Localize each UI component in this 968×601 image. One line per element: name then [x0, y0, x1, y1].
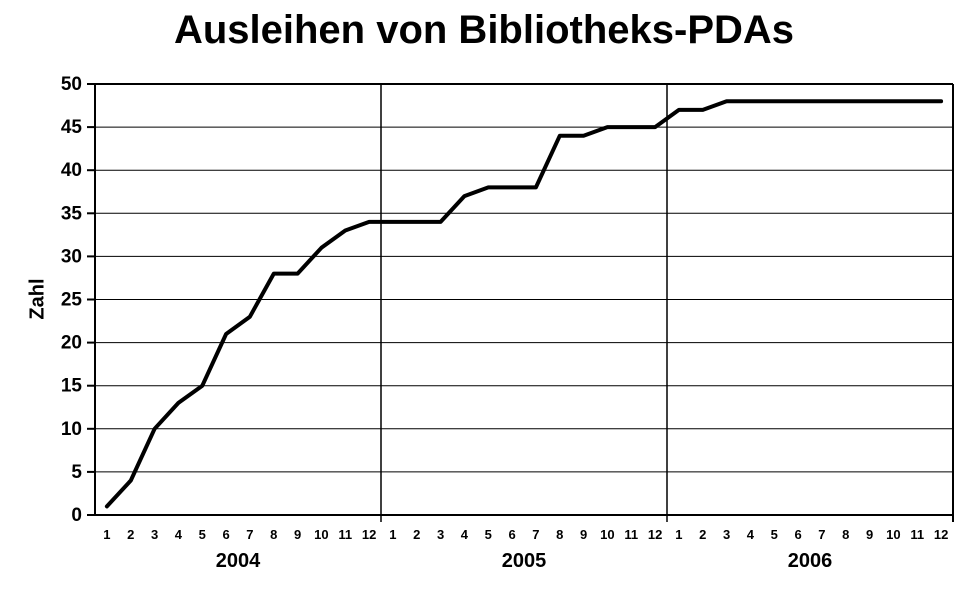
y-tick-label: 45 — [61, 117, 83, 138]
data-line-series — [104, 99, 944, 509]
month-tick-label: 11 — [910, 527, 924, 542]
month-tick-label: 3 — [437, 527, 444, 542]
y-tick-label: 50 — [61, 74, 82, 95]
month-tick-label: 12 — [362, 527, 376, 542]
month-tick-label: 5 — [199, 527, 206, 542]
month-tick-label: 4 — [747, 527, 755, 542]
month-tick-label: 1 — [389, 527, 396, 542]
month-tick-label: 7 — [246, 527, 253, 542]
y-tick-label: 5 — [71, 462, 82, 483]
chart-title: Ausleihen von Bibliotheks-PDAs — [173, 8, 795, 52]
year-label: 2005 — [502, 550, 547, 572]
year-label: 2004 — [216, 550, 261, 572]
month-tick-label: 11 — [338, 527, 352, 542]
month-tick-label: 1 — [103, 527, 110, 542]
month-tick-label: 1 — [675, 527, 682, 542]
month-tick-label: 6 — [794, 527, 801, 542]
month-tick-label: 2 — [127, 527, 134, 542]
month-tick-label: 9 — [294, 527, 301, 542]
y-tick-label: 35 — [61, 203, 83, 224]
month-tick-label: 10 — [886, 527, 900, 542]
month-tick-label: 6 — [508, 527, 515, 542]
month-tick-label: 12 — [648, 527, 662, 542]
month-tick-label: 4 — [461, 527, 469, 542]
month-tick-label: 9 — [580, 527, 587, 542]
y-tick-label: 0 — [71, 505, 82, 526]
y-tick-label: 10 — [61, 419, 82, 440]
month-tick-label: 4 — [175, 527, 183, 542]
month-tick-label: 3 — [151, 527, 158, 542]
month-tick-label: 5 — [771, 527, 778, 542]
month-tick-label: 2 — [413, 527, 420, 542]
y-tick-label: 30 — [61, 246, 82, 267]
month-tick-label: 11 — [624, 527, 638, 542]
month-tick-label: 7 — [532, 527, 539, 542]
month-tick-label: 8 — [842, 527, 849, 542]
y-tick-label: 25 — [61, 290, 83, 311]
year-label: 2006 — [788, 550, 833, 572]
month-tick-label: 10 — [314, 527, 328, 542]
month-tick-label: 12 — [934, 527, 948, 542]
month-tick-label: 8 — [556, 527, 563, 542]
month-tick-label: 8 — [270, 527, 277, 542]
month-tick-label: 3 — [723, 527, 730, 542]
month-tick-label: 10 — [600, 527, 614, 542]
y-tick-label: 40 — [61, 160, 82, 181]
y-tick-label: 20 — [61, 333, 82, 354]
y-tick-label: 15 — [61, 376, 83, 397]
month-tick-label: 7 — [818, 527, 825, 542]
month-tick-label: 6 — [222, 527, 229, 542]
month-tick-label: 2 — [699, 527, 706, 542]
month-tick-label: 9 — [866, 527, 873, 542]
month-tick-label: 5 — [485, 527, 492, 542]
